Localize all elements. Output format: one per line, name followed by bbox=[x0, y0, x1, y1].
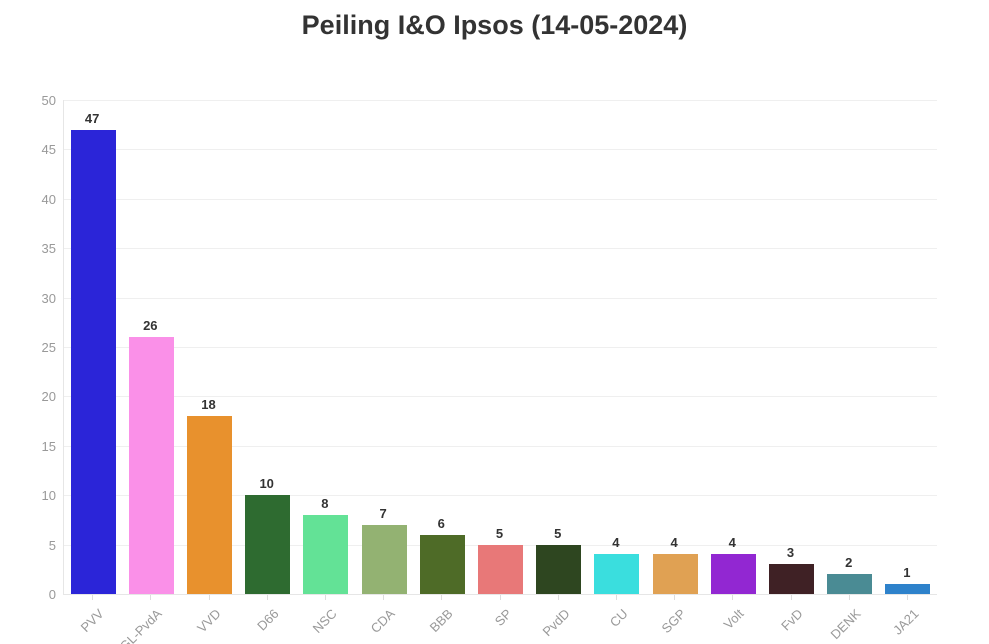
value-label-JA21: 1 bbox=[903, 565, 911, 581]
x-tick bbox=[383, 595, 385, 600]
x-tick-label-VVD: VVD bbox=[193, 606, 224, 636]
bar-NSC[interactable] bbox=[303, 514, 349, 594]
value-label-BBB: 6 bbox=[437, 515, 445, 531]
x-tick bbox=[92, 595, 94, 600]
x-tick-label-GL-PvdA: GL-PvdA bbox=[116, 606, 165, 644]
x-tick bbox=[615, 595, 617, 600]
x-tick bbox=[790, 595, 792, 600]
bar-CDA[interactable] bbox=[361, 524, 407, 594]
bar-JA21[interactable] bbox=[885, 584, 931, 594]
y-tick-label: 5 bbox=[48, 537, 56, 553]
bar-GL-PvdA[interactable] bbox=[128, 337, 174, 594]
value-label-SGP: 4 bbox=[670, 535, 678, 551]
y-tick-label: 15 bbox=[41, 438, 56, 454]
value-label-NSC: 8 bbox=[321, 495, 329, 511]
value-label-DENK: 2 bbox=[845, 555, 853, 571]
bar-CU[interactable] bbox=[594, 554, 640, 594]
x-tick bbox=[848, 595, 850, 600]
x-tick bbox=[906, 595, 908, 600]
x-tick-label-CU: CU bbox=[606, 606, 631, 630]
gridline bbox=[64, 149, 937, 151]
gridline bbox=[64, 396, 937, 398]
bar-D66[interactable] bbox=[245, 495, 291, 594]
x-tick-label-NSC: NSC bbox=[309, 606, 340, 637]
value-label-SP: 5 bbox=[495, 525, 504, 541]
value-label-CU: 4 bbox=[612, 535, 620, 551]
x-tick bbox=[324, 595, 326, 600]
x-tick-label-FvD: FvD bbox=[777, 606, 806, 634]
x-tick-label-D66: D66 bbox=[253, 606, 282, 634]
x-tick bbox=[441, 595, 443, 600]
plot-area bbox=[63, 100, 937, 595]
bar-FvD[interactable] bbox=[769, 564, 814, 594]
y-tick-label: 20 bbox=[41, 389, 56, 405]
bar-PvdD[interactable] bbox=[536, 544, 582, 594]
value-label-CDA: 7 bbox=[379, 505, 387, 521]
bar-DENK[interactable] bbox=[827, 574, 873, 594]
gridline bbox=[64, 297, 937, 299]
x-tick-label-CDA: CDA bbox=[367, 606, 398, 637]
y-tick-label: 35 bbox=[41, 241, 56, 257]
y-tick-label: 40 bbox=[41, 191, 56, 207]
x-tick-label-SP: SP bbox=[491, 606, 515, 629]
bar-VVD[interactable] bbox=[187, 416, 232, 594]
value-label-D66: 10 bbox=[259, 476, 274, 492]
x-tick-label-PvdD: PvdD bbox=[539, 606, 573, 640]
gridline bbox=[64, 347, 937, 348]
y-tick-label: 50 bbox=[41, 93, 56, 108]
x-tick bbox=[499, 595, 501, 600]
x-tick bbox=[732, 595, 734, 600]
y-tick-label: 30 bbox=[41, 290, 56, 306]
y-tick-label: 45 bbox=[41, 142, 56, 158]
x-tick bbox=[150, 595, 152, 600]
x-tick-label-Volt: Volt bbox=[720, 606, 747, 632]
bar-Volt[interactable] bbox=[710, 554, 756, 594]
y-tick-label: 25 bbox=[41, 340, 56, 355]
gridline bbox=[64, 100, 937, 101]
y-tick-label: 10 bbox=[41, 488, 56, 504]
value-label-VVD: 18 bbox=[201, 397, 216, 413]
bar-BBB[interactable] bbox=[419, 534, 465, 594]
x-tick-label-PVV: PVV bbox=[77, 606, 107, 636]
value-label-Volt: 4 bbox=[728, 535, 736, 551]
bar-SP[interactable] bbox=[478, 544, 523, 594]
x-tick bbox=[674, 595, 676, 600]
value-label-PvdD: 5 bbox=[554, 525, 562, 541]
value-label-GL-PvdA: 26 bbox=[143, 318, 158, 334]
gridline bbox=[64, 198, 937, 200]
chart-title: Peiling I&O Ipsos (14-05-2024) bbox=[301, 10, 688, 40]
x-tick-label-JA21: JA21 bbox=[889, 606, 922, 638]
x-tick-label-BBB: BBB bbox=[426, 606, 456, 636]
gridline bbox=[64, 445, 937, 447]
x-tick-label-SGP: SGP bbox=[658, 606, 689, 637]
value-label-FvD: 3 bbox=[786, 545, 795, 561]
x-tick bbox=[208, 595, 210, 600]
x-tick bbox=[266, 595, 268, 600]
y-tick-label: 0 bbox=[48, 587, 56, 602]
x-tick-label-DENK: DENK bbox=[827, 606, 864, 643]
value-label-PVV: 47 bbox=[84, 110, 100, 126]
gridline bbox=[64, 495, 937, 497]
x-tick bbox=[557, 595, 559, 600]
bar-PVV[interactable] bbox=[70, 129, 116, 594]
bar-SGP[interactable] bbox=[652, 554, 698, 594]
gridline bbox=[64, 248, 937, 250]
